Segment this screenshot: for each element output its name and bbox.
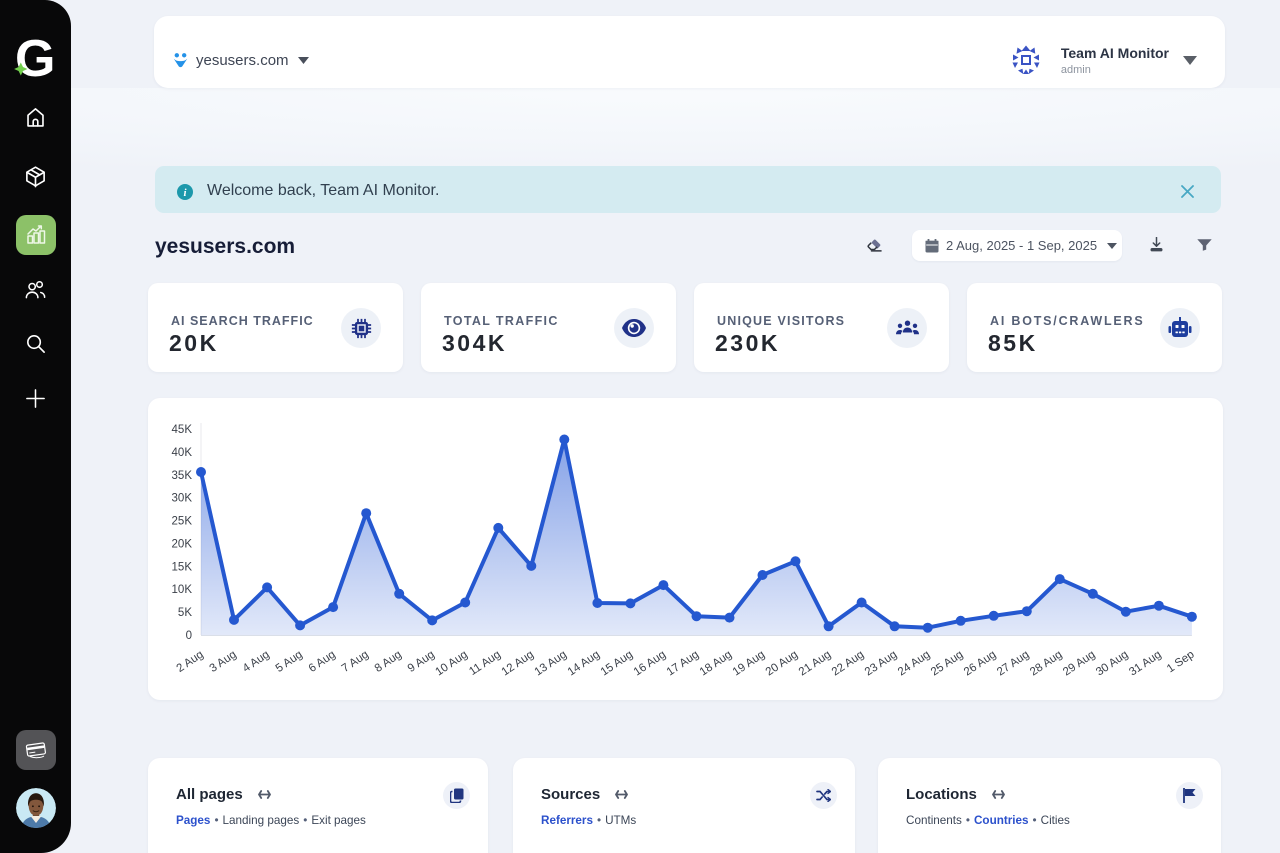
- svg-text:15K: 15K: [172, 561, 193, 573]
- svg-text:24 Aug: 24 Aug: [896, 649, 932, 679]
- svg-text:31 Aug: 31 Aug: [1127, 649, 1163, 679]
- svg-text:12 Aug: 12 Aug: [500, 649, 536, 679]
- svg-text:40K: 40K: [172, 447, 193, 459]
- svg-text:20 Aug: 20 Aug: [764, 649, 800, 679]
- svg-text:5 Aug: 5 Aug: [274, 649, 305, 675]
- svg-text:10K: 10K: [172, 584, 193, 596]
- svg-text:30K: 30K: [172, 493, 193, 505]
- svg-text:11 Aug: 11 Aug: [467, 649, 503, 679]
- svg-text:25K: 25K: [172, 516, 193, 528]
- svg-text:3 Aug: 3 Aug: [208, 649, 239, 675]
- svg-text:10 Aug: 10 Aug: [433, 649, 469, 679]
- svg-text:15 Aug: 15 Aug: [599, 649, 635, 679]
- svg-text:14 Aug: 14 Aug: [566, 649, 602, 679]
- svg-text:0: 0: [186, 630, 192, 642]
- svg-text:25 Aug: 25 Aug: [929, 649, 965, 679]
- svg-text:35K: 35K: [172, 470, 193, 482]
- svg-text:1 Sep: 1 Sep: [1165, 649, 1197, 676]
- svg-text:G: G: [15, 33, 55, 83]
- svg-text:16 Aug: 16 Aug: [632, 649, 668, 679]
- svg-text:5K: 5K: [178, 607, 192, 619]
- svg-text:4 Aug: 4 Aug: [241, 649, 272, 675]
- svg-text:6 Aug: 6 Aug: [307, 649, 338, 675]
- svg-text:8 Aug: 8 Aug: [373, 649, 404, 675]
- svg-text:28 Aug: 28 Aug: [1028, 649, 1064, 679]
- svg-text:7 Aug: 7 Aug: [340, 649, 371, 675]
- svg-text:26 Aug: 26 Aug: [962, 649, 998, 679]
- svg-text:23 Aug: 23 Aug: [863, 649, 899, 679]
- svg-text:30 Aug: 30 Aug: [1094, 649, 1130, 679]
- svg-text:9 Aug: 9 Aug: [406, 649, 437, 675]
- svg-text:17 Aug: 17 Aug: [665, 649, 701, 679]
- svg-text:22 Aug: 22 Aug: [830, 649, 866, 679]
- svg-text:18 Aug: 18 Aug: [698, 649, 734, 679]
- svg-text:21 Aug: 21 Aug: [797, 649, 833, 679]
- svg-text:45K: 45K: [172, 424, 193, 436]
- svg-text:i: i: [183, 187, 187, 199]
- svg-text:2 Aug: 2 Aug: [175, 649, 206, 675]
- svg-text:27 Aug: 27 Aug: [995, 649, 1031, 679]
- svg-text:13 Aug: 13 Aug: [533, 649, 569, 679]
- svg-text:19 Aug: 19 Aug: [731, 649, 767, 679]
- svg-text:29 Aug: 29 Aug: [1061, 649, 1097, 679]
- svg-text:20K: 20K: [172, 538, 193, 550]
